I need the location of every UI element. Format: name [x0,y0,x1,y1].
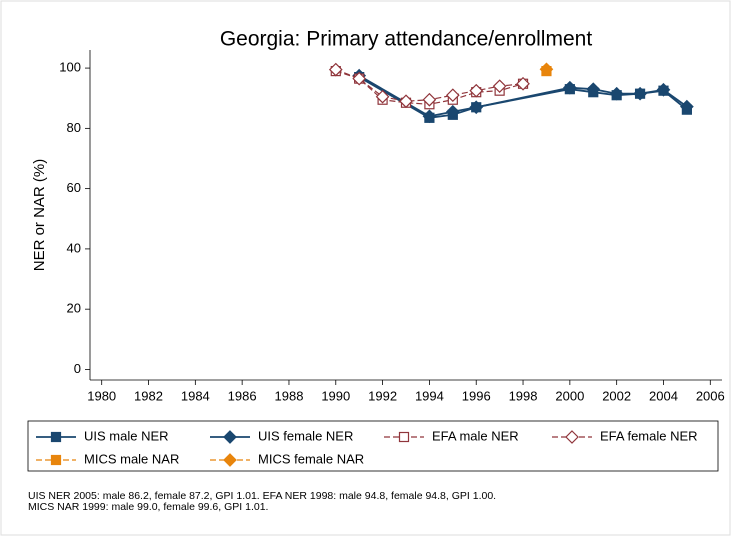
series-line [358,74,688,118]
legend-marker [398,431,410,443]
legend-label: MICS female NAR [258,451,364,466]
y-tick-label: 100 [59,60,81,75]
marker [492,79,507,94]
legend-marker [50,431,62,443]
chart-title: Georgia: Primary attendance/enrollment [220,28,593,51]
y-tick-label: 20 [67,301,81,316]
marker [563,80,577,95]
y-axis-label: NER or NAR (%) [31,159,48,272]
x-tick-label: 1994 [415,388,444,403]
x-tick-label: 1986 [228,388,257,403]
x-tick-label: 2006 [696,388,725,403]
marker [633,86,647,101]
legend-box [27,420,719,472]
marker [328,62,343,77]
marker [586,82,601,97]
x-tick-label: 1980 [87,388,116,403]
y-tick-label: 40 [67,240,81,255]
x-tick-label: 1996 [462,388,491,403]
marker [422,109,437,124]
x-tick-label: 1982 [134,388,163,403]
marker [609,86,624,101]
marker [445,88,460,103]
marker [422,92,437,107]
x-tick-label: 2000 [555,388,584,403]
note: UIS NER 2005: male 86.2, female 87.2, GP… [28,490,496,502]
legend-label: EFA female NER [600,428,698,443]
marker [399,94,413,109]
marker [516,76,530,91]
legend-marker [50,454,62,466]
marker [445,104,460,119]
legend-label: MICS male NAR [84,451,179,466]
marker [352,71,367,86]
y-tick-label: 80 [67,120,81,135]
legend-marker [223,430,237,444]
legend-marker [565,430,579,444]
x-tick-label: 1992 [368,388,397,403]
legend-label: UIS male NER [84,428,169,443]
legend-marker [223,453,237,467]
y-tick-label: 60 [67,180,81,195]
marker [375,89,390,104]
marker [539,62,554,77]
x-tick-label: 1988 [275,388,304,403]
legend-label: EFA male NER [432,428,519,443]
x-tick-label: 2002 [602,388,631,403]
legend-label: UIS female NER [258,428,353,443]
marker [656,82,671,97]
x-tick-label: 1984 [181,388,210,403]
note: MICS NAR 1999: male 99.0, female 99.6, G… [28,501,268,513]
y-tick-label: 0 [74,361,81,376]
marker [469,100,484,115]
marker [469,83,484,98]
x-tick-label: 2004 [649,388,678,403]
x-tick-label: 1990 [321,388,350,403]
marker [680,99,694,114]
x-tick-label: 1998 [509,388,538,403]
